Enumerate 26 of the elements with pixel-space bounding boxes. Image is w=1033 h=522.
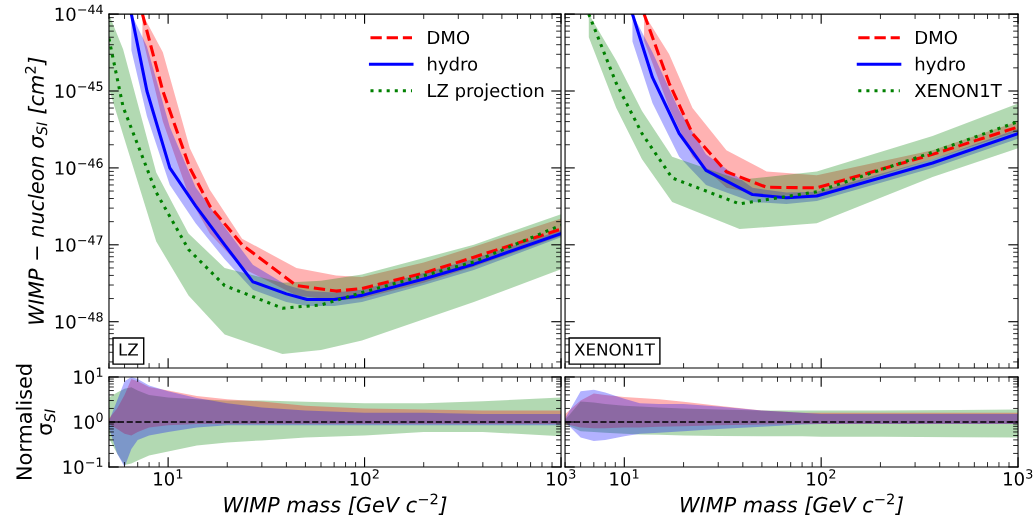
- y-tick-label: 10$^{−47}$: [55, 235, 103, 252]
- legend-label: hydro: [915, 56, 965, 75]
- x-tick-label: 10$^{2}$: [350, 469, 379, 486]
- y-tick-label: 10$^{−48}$: [55, 312, 103, 329]
- y-tick-label: 10$^{−44}$: [55, 4, 103, 22]
- y-tick-label: 10$^{1}$: [74, 367, 103, 384]
- annotation: LZ: [119, 343, 138, 356]
- x-tick-label: 10$^{2}$: [807, 469, 836, 486]
- annotation: XENON1T: [574, 343, 655, 356]
- y-tick-label: 10$^{−46}$: [55, 158, 103, 175]
- legend-label: LZ projection: [428, 83, 544, 101]
- y-tick-label: 10$^{−1}$: [63, 457, 103, 474]
- legend-label: DMO: [428, 30, 470, 45]
- x-tick-label: 10$^{1}$: [154, 469, 183, 486]
- y-axis-title: WIMP − nucleon σ$_{SI}$ [cm$^{2}$]: [24, 57, 48, 324]
- x-tick-label: 10$^{1}$: [610, 469, 639, 486]
- legend-label: hydro: [428, 56, 478, 75]
- y-tick-label: 10$^{−45}$: [55, 81, 103, 98]
- legend-label: DMO: [916, 30, 957, 45]
- legend-label: XENON1T: [914, 83, 1002, 98]
- x-tick-label: 10$^{3}$: [1004, 469, 1033, 486]
- y-tick-label: 10$^{0}$: [74, 412, 103, 429]
- x-axis-title: WIMP mass [GeV c$^{−2}$]: [680, 493, 904, 515]
- y-axis-title: Normalised σ$_{SI}$: [15, 364, 56, 479]
- x-axis-title: WIMP mass [GeV c$^{−2}$]: [224, 493, 447, 515]
- x-tick-label: 10$^{3}$: [547, 469, 576, 486]
